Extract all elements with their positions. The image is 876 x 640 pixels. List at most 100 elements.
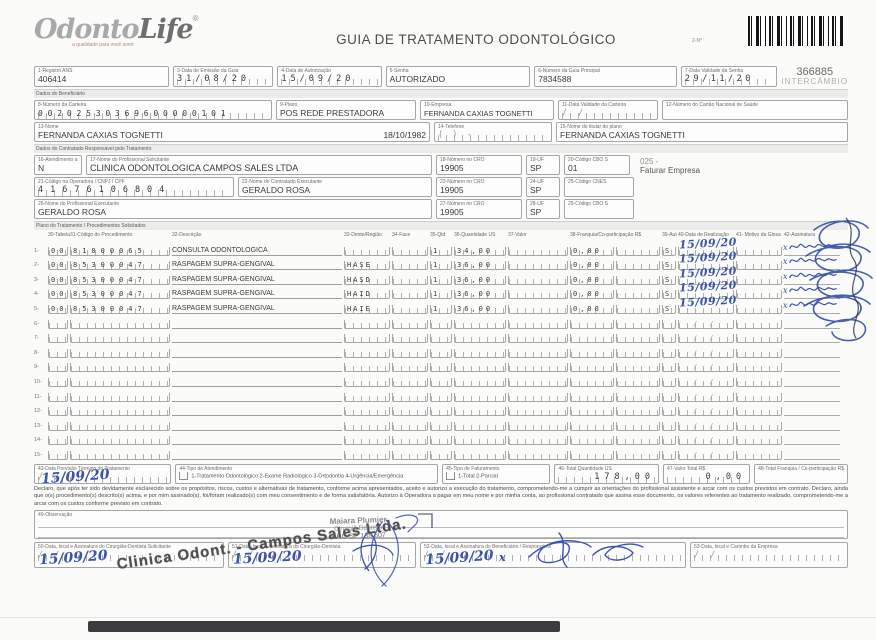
cell-dente: HASE — [344, 261, 390, 271]
cell-dente — [344, 334, 390, 344]
handwritten-data-50: 15/09/20 — [38, 547, 109, 569]
cell-franquia: 0,00 — [570, 304, 614, 314]
field-value: 00202530369600000101 — [38, 108, 268, 119]
column-header: 37-Valor — [508, 232, 527, 238]
cell-dente: HAID — [344, 290, 390, 300]
cell-data-realizacao: // — [678, 348, 734, 358]
handwritten-x-mark: x — [499, 551, 506, 565]
row-number: 10- — [34, 378, 42, 385]
cell-valor — [508, 436, 568, 446]
cell-assinatura: x — [783, 243, 840, 256]
field-value: AUTORIZADO — [389, 74, 446, 84]
cell-descricao: RASPAGEM SUPRA-GENGIVAL — [172, 275, 342, 285]
cell-valor — [508, 261, 568, 271]
cell-descricao: RASPAGEM SUPRA-GENGIVAL — [172, 260, 342, 271]
field-value: 406414 — [38, 74, 67, 84]
cell-motivo — [736, 334, 782, 344]
cell-tabela — [48, 421, 68, 431]
handwritten-previsao: 15/09/20 — [40, 466, 111, 488]
cell-qtd — [430, 363, 452, 373]
cell-assinatura — [784, 348, 840, 358]
field-previsao-termino: 43-Data Previsão Término do Tratamento /… — [34, 463, 172, 487]
cell-face — [392, 392, 428, 402]
signature-scribble — [352, 531, 394, 572]
row-number: 9- — [34, 364, 39, 371]
field-value: 19905 — [440, 163, 464, 173]
cell-codigo — [70, 363, 170, 373]
cell-tabela — [48, 392, 68, 402]
cell-motivo — [736, 392, 782, 402]
cell-assinatura — [784, 406, 840, 417]
assinaturas-row: 50-Data, local e Assinatura do Cirurgião… — [34, 531, 848, 572]
handwritten-x-mark: x — [783, 286, 788, 296]
beneficiario-row-1: 8-Número da Carteira 0020253036960000010… — [34, 100, 848, 120]
cell-motivo — [736, 363, 782, 373]
field-valor-total: 47-Valor Total R$ 0,00 — [662, 463, 751, 484]
column-header: 40-Data de Realização — [678, 232, 729, 238]
cell-descricao — [172, 450, 342, 460]
field-label: 1-Registro ANS — [38, 68, 73, 74]
field-value: 1-Total 2-Parcial — [446, 471, 546, 481]
form-number-sub: INTERCÂMBIO — [781, 77, 848, 86]
field-value: 19905 — [440, 207, 464, 217]
scan-artifact-bar — [88, 621, 560, 632]
row-number: 13- — [34, 422, 42, 429]
field-value: GERALDO ROSA — [38, 207, 107, 217]
cell-face — [392, 450, 428, 460]
cell-qtd_us — [454, 363, 506, 373]
cell-qtd_us — [454, 348, 506, 358]
cell-codigo — [70, 319, 170, 329]
handwritten-x-mark: x — [783, 271, 788, 281]
row-number: 2- — [34, 262, 39, 269]
field-cnes-25: 25-Código CNES — [564, 177, 634, 197]
field-telefone: 14-Telefone ( ) - — [434, 122, 552, 142]
nota-codigo: 025 - — [640, 157, 659, 166]
cell-dente — [344, 450, 390, 460]
column-header: 30-Tabela — [48, 232, 70, 238]
cell-qtd_us — [454, 392, 506, 402]
cell-franquia — [570, 392, 614, 402]
table-row: 7- // — [34, 329, 848, 344]
cell-qtd — [430, 450, 452, 460]
cell-tabela: 00 — [48, 304, 68, 314]
cell-qtd_us: 34,00 — [454, 246, 506, 256]
table-row: 10- // — [34, 372, 848, 387]
field-plano: 9-Plano POS REDE PRESTADORA — [276, 100, 416, 120]
form-header: OdontoLife® a qualidade para você sorrir… — [34, 14, 848, 64]
cell-extra — [616, 436, 660, 446]
field-value: 29/11/20 — [684, 74, 774, 85]
field-validade-senha: 7-Data Validade da Senha 29/11/20 — [680, 66, 778, 87]
cell-data-realizacao: 15/09/20 — [678, 279, 737, 300]
field-assinatura-dentista: 51-Data, local e Assinatura do Cirurgião… — [228, 531, 416, 572]
column-header: 41- Motivo da Glosa — [736, 232, 781, 238]
cell-extra — [616, 261, 660, 271]
field-guia-principal: 6-Número da Guia Principal 7834588 — [534, 66, 677, 87]
cell-codigo — [70, 334, 170, 344]
field-cro-18: 18-Número no CRO 19905 — [436, 155, 522, 175]
cell-qtd: 1 — [430, 275, 452, 285]
cell-qtd: 1 — [430, 304, 452, 314]
cell-extra — [616, 304, 660, 314]
field-total-franquia: 48-Total Franquia / Co-participação R$ — [754, 463, 848, 484]
cell-extra — [616, 377, 660, 387]
cell-motivo — [736, 304, 782, 314]
field-value: SP — [530, 163, 542, 173]
form-title: GUIA DE TRATAMENTO ODONTOLÓGICO — [336, 32, 616, 47]
field-value: 7834588 — [538, 74, 572, 84]
header-fields-row: 1-Registro ANS 406414 3-Data de Emissão … — [34, 66, 848, 87]
cell-face — [392, 421, 428, 431]
cell-codigo — [70, 392, 170, 402]
field-data-autorizacao: 4-Data de Autorização 15/09/20 — [277, 66, 382, 87]
column-header — [616, 232, 660, 239]
observacao-linha — [38, 528, 844, 539]
treatment-table-header: 30-Tabela 31-Código do Procedimento 32-Des… — [34, 232, 848, 239]
field-value: SP — [530, 185, 542, 195]
cell-aut — [662, 348, 676, 358]
cell-data-realizacao: 15/09/20 — [678, 264, 737, 285]
cell-descricao: RASPAGEM SUPRA-GENGIVAL — [172, 289, 342, 300]
cell-dente — [344, 246, 390, 256]
column-header: 39-Aut — [662, 232, 677, 238]
cell-motivo — [736, 421, 782, 431]
cell-franquia — [570, 319, 614, 329]
table-row: 8- // — [34, 343, 848, 358]
